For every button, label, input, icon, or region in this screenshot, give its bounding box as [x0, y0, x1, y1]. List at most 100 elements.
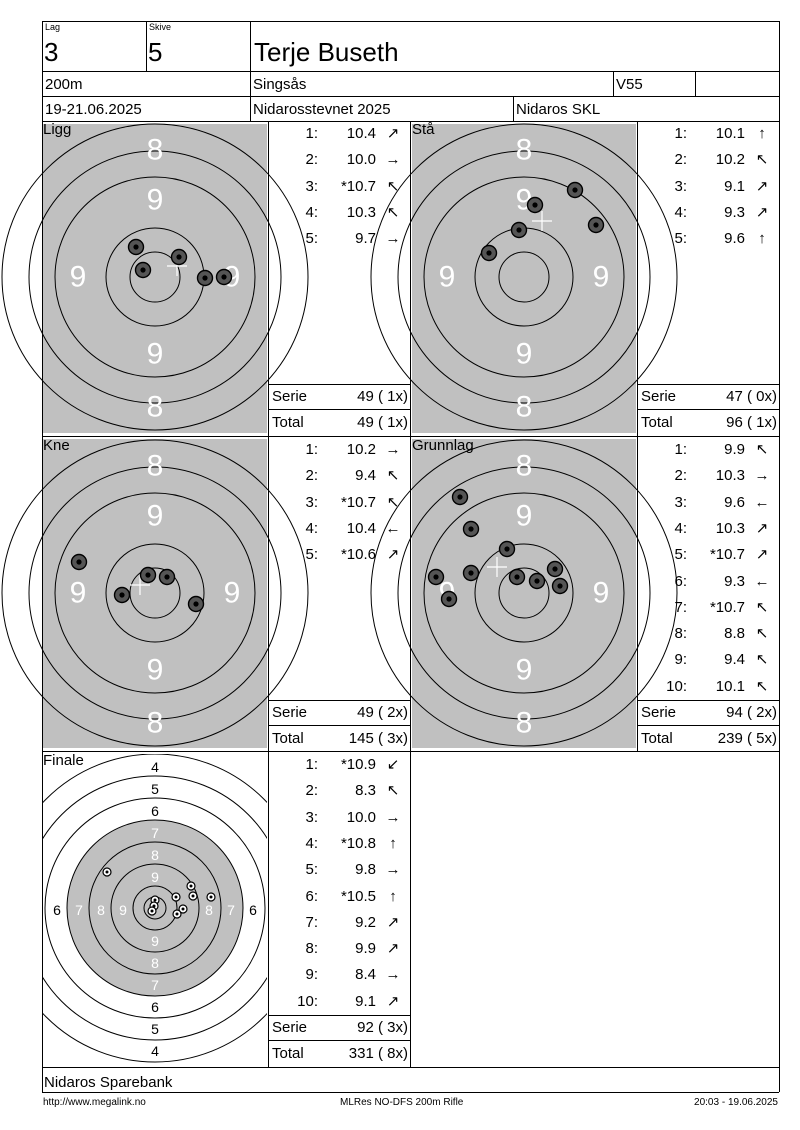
- shot-value: 10.2: [715, 151, 745, 169]
- shot-direction-arrow-icon: ↑: [389, 834, 397, 852]
- shot-direction-arrow-icon: ↗: [755, 203, 769, 221]
- finale-ring: [66, 819, 244, 997]
- shot-number: 7:: [674, 598, 687, 616]
- serie-value-kne: 49 ( 2x): [357, 704, 408, 721]
- finale-ring: [110, 863, 200, 953]
- stage-title-grunnlag: Grunnlag: [412, 437, 474, 454]
- ring-label: 8: [516, 134, 533, 167]
- finale-ring-label: 8: [151, 847, 159, 863]
- shot-direction-arrow-icon: ↗: [386, 546, 400, 564]
- shot-hole-center-icon: [150, 909, 154, 913]
- shot-direction-arrow-icon: →: [754, 467, 770, 485]
- shot-value: *10.6: [340, 546, 376, 564]
- shot-number: 1:: [305, 756, 318, 773]
- ring-label: 9: [147, 500, 164, 533]
- shot-number: 9:: [305, 966, 318, 984]
- target-ring: [498, 251, 550, 303]
- total-value-ligg: 49 ( 1x): [357, 414, 408, 431]
- shot-hole-center-icon: [202, 275, 208, 281]
- shot-hole-center-icon: [514, 574, 520, 580]
- shot-direction-arrow-icon: ↙: [386, 756, 400, 773]
- ring-label: 9: [147, 338, 164, 371]
- lag-label: Lag: [45, 22, 61, 32]
- serie-value-sta: 47 ( 0x): [726, 388, 777, 405]
- shot-direction-arrow-icon: ←: [385, 519, 401, 537]
- lag-value: 3: [44, 37, 59, 67]
- finale-ring-label: 9: [119, 902, 127, 918]
- target-ring: [129, 251, 181, 303]
- distance: 200m: [45, 76, 83, 93]
- shot-number: 2:: [674, 467, 687, 485]
- ring-label: 8: [516, 450, 533, 483]
- shot-hole-center-icon: [209, 895, 213, 899]
- finale-ring-label: 6: [151, 803, 159, 819]
- shot-value: 10.2: [346, 441, 376, 458]
- shot-direction-arrow-icon: →: [385, 441, 401, 458]
- shot-hole-center-icon: [119, 592, 125, 598]
- shot-hole-center-icon: [164, 574, 170, 580]
- skive-label: Skive: [149, 22, 172, 32]
- shot-number: 4:: [674, 203, 687, 221]
- shooter-name: Terje Buseth: [254, 37, 399, 67]
- shot-hole-center-icon: [153, 898, 157, 902]
- shot-number: 9:: [674, 651, 687, 669]
- club: Singsås: [253, 76, 307, 93]
- shot-hole-center-icon: [105, 870, 109, 874]
- serie-label-kne: Serie: [272, 704, 308, 721]
- target-ring: [474, 543, 574, 643]
- shot-value: 9.3: [724, 572, 745, 590]
- shot-number: 5:: [674, 230, 687, 248]
- shot-direction-arrow-icon: →: [385, 230, 401, 248]
- ring-label: 9: [593, 261, 610, 294]
- finale-ring-label: 7: [75, 902, 83, 918]
- shot-number: 8:: [674, 625, 687, 643]
- ring-label: 8: [147, 707, 164, 740]
- shot-hole-center-icon: [193, 601, 199, 607]
- finale-ring-label: 5: [151, 1021, 159, 1037]
- shot-value: *10.7: [340, 493, 376, 511]
- shot-hole-center-icon: [221, 274, 227, 280]
- shot-hole-center-icon: [532, 202, 538, 208]
- class: V55: [616, 76, 643, 93]
- shot-direction-arrow-icon: →: [385, 808, 401, 826]
- shot-value: 10.3: [346, 203, 376, 221]
- shot-number: 5:: [305, 230, 318, 248]
- shot-number: 10:: [297, 992, 318, 1010]
- shot-hole-center-icon: [189, 884, 193, 888]
- shot-number: 5:: [674, 546, 687, 564]
- shot-direction-arrow-icon: ←: [754, 493, 770, 511]
- shot-list-grunnlag: 1: 9.9 ↖ 2: 10.3 → 3: 9.6 ← 4: 10.3 ↗ 5: *10.7 ↗ 6: 9.3 ←…: [639, 437, 779, 699]
- target-ring: [423, 492, 625, 694]
- target-ring: [28, 466, 282, 720]
- total-label-kne: Total: [272, 730, 304, 747]
- target-ring: [397, 466, 651, 720]
- shot-number: 3:: [674, 493, 687, 511]
- shot-hole-center-icon: [140, 267, 146, 273]
- ring-label: 8: [516, 391, 533, 424]
- shot-direction-arrow-icon: ↗: [386, 940, 400, 958]
- ring-label: 8: [516, 707, 533, 740]
- shot-value: 8.3: [355, 782, 376, 800]
- shot-value: 10.3: [715, 519, 745, 537]
- target-ring: [129, 567, 181, 619]
- shot-value: 10.3: [715, 467, 745, 485]
- shot-hole-center-icon: [446, 596, 452, 602]
- shot-direction-arrow-icon: ↖: [755, 625, 769, 643]
- shot-number: 3:: [305, 177, 318, 195]
- finale-ring-label: 8: [205, 902, 213, 918]
- finale-ring-label: 4: [151, 759, 159, 775]
- ring-label: 9: [147, 654, 164, 687]
- shot-value: 9.9: [355, 940, 376, 958]
- finale-ring: [43, 775, 267, 1041]
- target-ring: [498, 567, 550, 619]
- total-label-finale: Total: [272, 1045, 304, 1062]
- shot-value: 10.1: [715, 677, 745, 695]
- shot-hole-center-icon: [534, 578, 540, 584]
- footer-url[interactable]: http://www.megalink.no: [43, 1097, 146, 1108]
- shot-direction-arrow-icon: ↗: [386, 913, 400, 931]
- skive-value: 5: [148, 37, 163, 67]
- ring-label: 8: [147, 391, 164, 424]
- target-ring: [370, 123, 678, 431]
- footer-printed: 20:03 - 19.06.2025: [694, 1097, 778, 1108]
- ring-label: 8: [147, 134, 164, 167]
